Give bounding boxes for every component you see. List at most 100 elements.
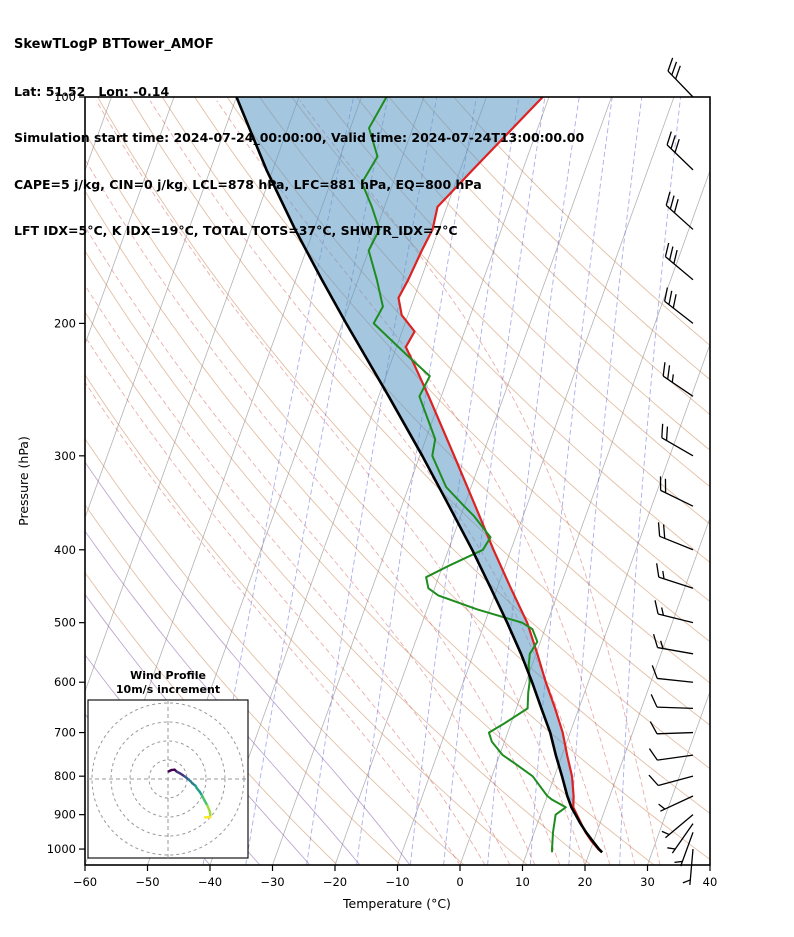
moist-adiabat-cold-line [85, 461, 411, 865]
wind-barb-staff [660, 489, 694, 507]
isotherm-line [584, 516, 710, 865]
temperature-tick-label: 0 [456, 875, 463, 889]
wind-barbs [648, 57, 694, 885]
wind-barb-full [652, 633, 659, 648]
wind-barb-full [665, 426, 669, 441]
pressure-tick-label: 700 [54, 726, 76, 740]
moist-adiabat-line [85, 225, 536, 865]
pressure-tick-label: 600 [54, 675, 76, 689]
pressure-tick-label: 400 [54, 543, 76, 557]
dry-adiabat-line [453, 97, 710, 347]
pressure-tick-label: 900 [54, 808, 76, 822]
header-times: Simulation start time: 2024-07-24_00:00:… [14, 130, 585, 145]
wind-barb-staff [665, 256, 694, 281]
wind-barb-staff [660, 795, 694, 812]
wind-barb-staff [680, 832, 694, 867]
isotherm-line [647, 690, 710, 865]
profile-curves [235, 97, 604, 854]
moist-adiabat-line [95, 100, 586, 865]
chart-title: SkewTLogP BTTower_AMOF [14, 37, 214, 52]
pressure-tick-label: 500 [54, 616, 76, 630]
hodograph-ring [110, 721, 226, 837]
dry-adiabat-line [85, 131, 710, 814]
pressure-tick-label: 200 [54, 316, 76, 330]
pressure-tick-label: 1000 [47, 842, 76, 856]
dry-adiabat-line [420, 97, 710, 381]
hodograph-subtitle: 10m/s increment [116, 683, 220, 696]
header: SkewTLogP BTTower_AMOF Lat: 51.52 Lon: -… [14, 6, 584, 270]
temperature-tick-label: 40 [703, 875, 718, 889]
wind-barb-staff [659, 535, 694, 551]
wind-barb-full [665, 191, 671, 206]
wind-barb-half [682, 879, 691, 884]
wind-barb-full [656, 563, 660, 578]
dry-adiabat-line [356, 97, 710, 451]
temperature-tick-label: −40 [198, 875, 222, 889]
wind-barb-full [672, 294, 677, 309]
wind-barb-staff [671, 823, 694, 854]
wind-barb-staff [665, 204, 694, 230]
wind-barb-staff [656, 706, 694, 710]
wind-barb-full [650, 694, 658, 708]
wind-barb-staff [661, 437, 694, 457]
wind-barb-full [675, 65, 681, 80]
hodograph-inset [87, 699, 249, 859]
wind-barb-full [668, 290, 673, 305]
isotherm-line [709, 863, 710, 865]
mixing-ratio-line [356, 97, 477, 865]
wind-barb-staff [657, 677, 694, 683]
isotherm-line [209, 97, 487, 865]
wind-barb-half [660, 640, 664, 649]
dry-adiabat-line [161, 97, 710, 684]
mixing-ratio-line [619, 97, 682, 865]
wind-barb-staff [662, 375, 694, 397]
wind-barb-staff [664, 300, 694, 324]
temperature-tick-label: −60 [73, 875, 97, 889]
header-indices-line1: CAPE=5 j/kg, CIN=0 j/kg, LCL=878 hPa, LF… [14, 176, 482, 192]
wind-barb-full [662, 524, 666, 539]
wind-barb-half [662, 570, 665, 579]
dry-adiabat-line [97, 97, 710, 770]
wind-barb-full [648, 748, 658, 761]
header-location: Lat: 51.52 Lon: -0.14 [14, 83, 170, 99]
wind-barb-full [669, 195, 675, 210]
wind-barb-full [649, 721, 658, 735]
wind-barb-full [674, 138, 680, 153]
wind-barb-staff [657, 646, 694, 655]
temperature-tick-label: −50 [135, 875, 159, 889]
hodograph-ring [91, 702, 245, 856]
dry-adiabat-line [85, 373, 528, 865]
temperature-tick-label: −20 [323, 875, 347, 889]
mixing-ratio-line [529, 97, 613, 865]
wind-barb-full [657, 522, 661, 537]
wind-barb-full [673, 199, 679, 213]
dewpoint-curve [360, 97, 567, 853]
wind-barb-half [671, 374, 674, 383]
moist-adiabat-cold-line [85, 530, 361, 865]
temperature-tick-label: 10 [515, 875, 530, 889]
wind-barb-full [663, 287, 669, 302]
wind-barb-full [648, 774, 659, 786]
moist-adiabat-line [149, 100, 611, 865]
wind-barb-staff [689, 849, 694, 885]
wind-barb-half [658, 803, 666, 810]
wind-barb-half [667, 847, 676, 850]
dry-adiabat-line [129, 97, 710, 726]
isotherm-line [334, 97, 612, 865]
isotherm-line [85, 97, 175, 346]
temperature-tick-label: −30 [260, 875, 284, 889]
dry-adiabat-line [85, 438, 465, 865]
wind-barb-staff [657, 613, 694, 624]
isotherm-line [85, 97, 300, 693]
cape-shaded-area [236, 97, 574, 808]
dry-adiabat-line [85, 504, 401, 865]
wind-barb-staff [657, 754, 694, 761]
wind-barb-staff [665, 814, 694, 839]
dry-adiabat-line [194, 97, 710, 643]
mixing-ratio-line [487, 97, 580, 865]
wind-barb-half [661, 830, 670, 836]
dry-adiabat-line [388, 97, 710, 416]
wind-barb-full [651, 665, 658, 679]
